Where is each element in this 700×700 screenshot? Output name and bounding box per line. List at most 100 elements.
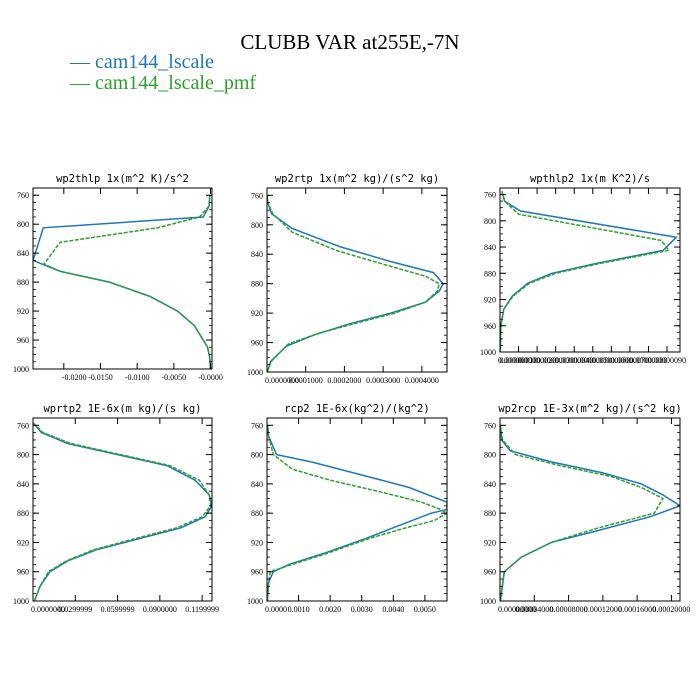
y-tick-label: 760 bbox=[251, 421, 263, 430]
legend-item-lscale-pmf: — cam144_lscale_pmf bbox=[70, 72, 256, 95]
x-tick-label: 0.0020 bbox=[319, 605, 341, 614]
series-line-lscale-pmf bbox=[500, 191, 671, 352]
x-tick-label: -0.0100 bbox=[125, 373, 150, 382]
y-tick-label: 880 bbox=[251, 509, 263, 518]
y-tick-label: 800 bbox=[251, 451, 263, 460]
panel-5: rcp2 1E-6x(kg^2)/(kg^2) 760 800 840 880 920 96… bbox=[247, 403, 448, 614]
y-tick-label: 880 bbox=[484, 509, 496, 518]
x-tick-label: 0.00000050 bbox=[574, 356, 612, 365]
series-line-lscale-pmf bbox=[500, 425, 664, 601]
x-tick-label: -0.0150 bbox=[88, 373, 113, 382]
x-tick-label: 0.00016000 bbox=[618, 605, 656, 614]
y-tick-label: 920 bbox=[484, 538, 496, 547]
x-tick-label: 0.1199999 bbox=[185, 605, 219, 614]
y-tick-label: 840 bbox=[251, 480, 263, 489]
y-tick-label: 1000 bbox=[247, 597, 263, 606]
x-tick-label: 0.00000090 bbox=[648, 356, 686, 365]
figure-title: CLUBB VAR at255E,-7N bbox=[240, 30, 460, 54]
panel-4: wprtp2 1E-6x(m kg)/(s kg) 760 800 840 880 920… bbox=[13, 403, 219, 614]
x-tick-label: 0.00000030 bbox=[537, 356, 575, 365]
y-tick-label: 840 bbox=[251, 250, 263, 259]
x-tick-label: 0.00000070 bbox=[611, 356, 649, 365]
x-tick-label: 0.0003000 bbox=[366, 376, 400, 385]
panel-title: wpthlp2 1x(m K^2)/s bbox=[530, 173, 650, 185]
x-tick-label: 0.00000020 bbox=[518, 356, 556, 365]
panel-title: rcp2 1E-6x(kg^2)/(kg^2) bbox=[284, 403, 429, 415]
y-tick-label: 1000 bbox=[13, 597, 29, 606]
plot-frame bbox=[499, 417, 681, 602]
y-tick-label: 840 bbox=[484, 243, 496, 252]
panel-title: wp2rtp 1x(m^2 kg)/(s^2 kg) bbox=[275, 173, 439, 185]
y-tick-label: 840 bbox=[484, 480, 496, 489]
legend-label-lscale-pmf: cam144_lscale_pmf bbox=[95, 72, 257, 94]
x-tick-label: 0.0000000 bbox=[31, 605, 65, 614]
panel-3: wpthlp2 1x(m K^2)/s 760 800 840 880 920 960 100… bbox=[480, 173, 686, 365]
x-tick-label: 0.0900000 bbox=[143, 605, 177, 614]
panel-1: wp2thlp 1x(m^2 K)/s^2 760 800 840 880 920 960 1… bbox=[13, 173, 223, 382]
x-tick-label: 0.0040 bbox=[382, 605, 404, 614]
x-tick-label: 0.00012000 bbox=[584, 605, 622, 614]
x-tick-label: 0.0299999 bbox=[58, 605, 92, 614]
panel-title: wp2rcp 1E-3x(m^2 kg)/(s^2 kg) bbox=[498, 403, 681, 415]
x-tick-label: 0.0599999 bbox=[101, 605, 135, 614]
x-tick-label: 0.00000000 bbox=[498, 356, 536, 365]
y-tick-label: 960 bbox=[484, 568, 496, 577]
y-tick-label: 960 bbox=[251, 568, 263, 577]
x-tick-label: -0.0000 bbox=[198, 373, 223, 382]
plot-frame bbox=[32, 417, 213, 602]
y-tick-label: 1000 bbox=[13, 365, 29, 374]
y-tick-label: 880 bbox=[484, 269, 496, 278]
y-tick-label: 920 bbox=[251, 309, 263, 318]
y-tick-label: 880 bbox=[17, 278, 29, 287]
y-tick-label: 760 bbox=[17, 421, 29, 430]
y-tick-label: 880 bbox=[17, 509, 29, 518]
x-tick-label: 0.0000000 bbox=[265, 376, 299, 385]
x-tick-label: -0.0050 bbox=[162, 373, 187, 382]
x-tick-label: 0.0010 bbox=[288, 605, 310, 614]
series-line-lscale-pmf bbox=[267, 195, 441, 372]
plot-frame bbox=[32, 187, 213, 370]
legend-swatch-lscale-pmf: — bbox=[70, 72, 95, 94]
y-tick-label: 760 bbox=[484, 191, 496, 200]
y-tick-label: 960 bbox=[484, 322, 496, 331]
y-tick-label: 1000 bbox=[480, 597, 496, 606]
x-tick-label: 0.0000 bbox=[265, 605, 287, 614]
y-tick-label: 1000 bbox=[247, 368, 263, 377]
y-tick-label: 960 bbox=[17, 568, 29, 577]
y-tick-label: 960 bbox=[251, 339, 263, 348]
x-tick-label: 0.00020000 bbox=[652, 605, 690, 614]
y-tick-label: 840 bbox=[17, 249, 29, 258]
series-line-lscale bbox=[500, 425, 680, 601]
series-line-lscale bbox=[267, 195, 445, 372]
x-tick-label: 0.0030 bbox=[351, 605, 373, 614]
x-tick-label: 0.0001000 bbox=[289, 376, 323, 385]
y-tick-label: 880 bbox=[251, 280, 263, 289]
panel-2: wp2rtp 1x(m^2 kg)/(s^2 kg) 760 800 840 880 92… bbox=[247, 173, 448, 385]
x-tick-label: 0.00008000 bbox=[550, 605, 588, 614]
x-tick-label: 0.00000080 bbox=[629, 356, 667, 365]
legend-label-lscale: cam144_lscale bbox=[95, 51, 214, 73]
x-tick-label: -0.0200 bbox=[62, 373, 87, 382]
x-tick-label: 0.00004000 bbox=[515, 605, 553, 614]
y-tick-label: 920 bbox=[17, 538, 29, 547]
y-tick-label: 760 bbox=[484, 421, 496, 430]
series-line-lscale bbox=[267, 425, 447, 601]
plot-frame bbox=[499, 187, 681, 353]
series-line-lscale bbox=[33, 422, 212, 601]
series-line-lscale-pmf bbox=[33, 422, 212, 601]
x-tick-label: 0.0050 bbox=[414, 605, 436, 614]
x-tick-label: 0.00000060 bbox=[592, 356, 630, 365]
y-tick-label: 920 bbox=[484, 296, 496, 305]
y-tick-label: 800 bbox=[17, 451, 29, 460]
y-tick-label: 800 bbox=[484, 217, 496, 226]
series-line-lscale-pmf bbox=[267, 425, 447, 601]
y-tick-label: 760 bbox=[251, 191, 263, 200]
x-tick-label: 0.0002000 bbox=[327, 376, 361, 385]
y-tick-label: 1000 bbox=[480, 348, 496, 357]
x-tick-label: 0.00000010 bbox=[500, 356, 538, 365]
y-tick-label: 840 bbox=[17, 480, 29, 489]
panel-title: wprtp2 1E-6x(m kg)/(s kg) bbox=[43, 403, 201, 415]
y-tick-label: 760 bbox=[17, 191, 29, 200]
